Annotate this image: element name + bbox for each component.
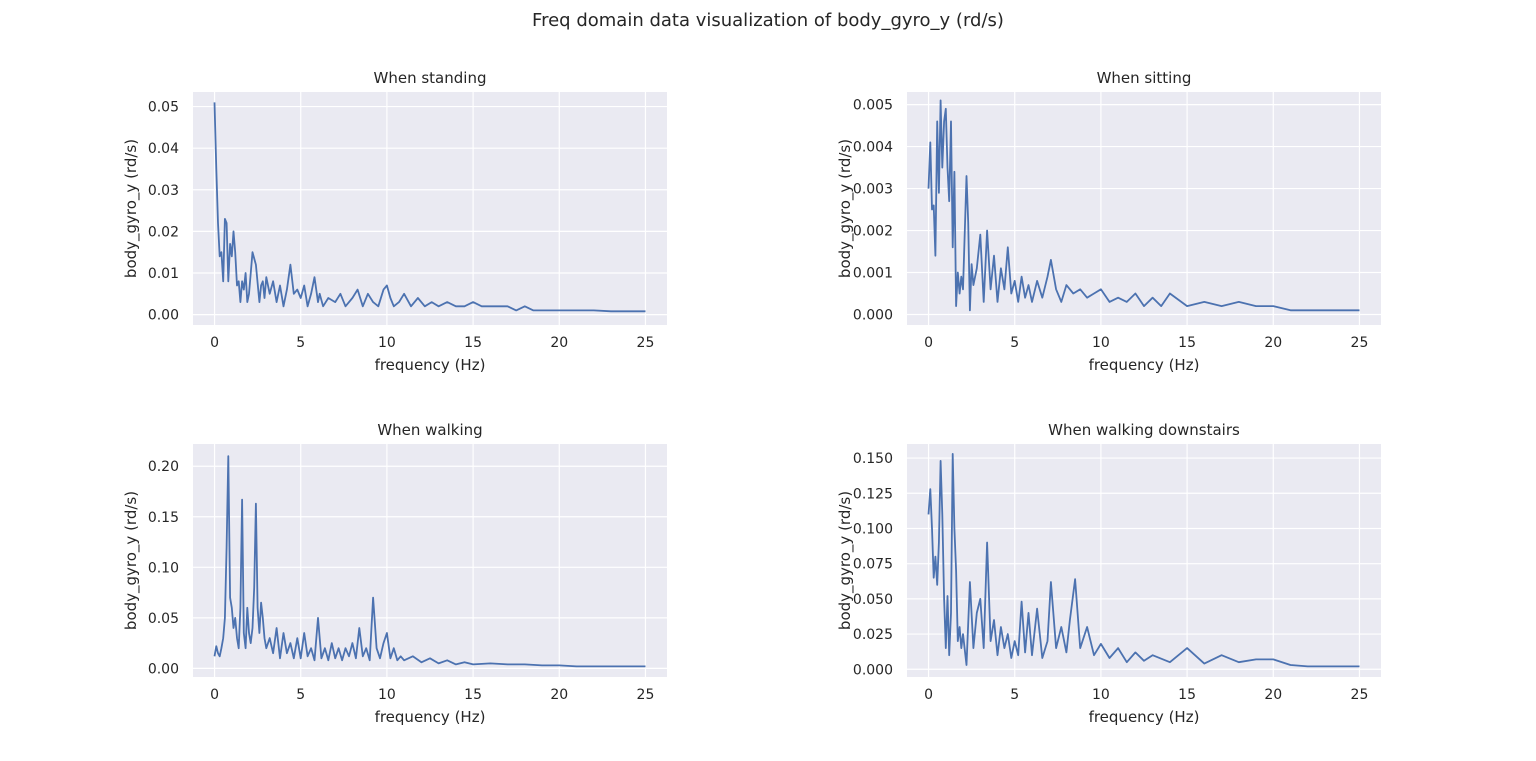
y-tick-label: 0.20 bbox=[148, 459, 179, 475]
x-axis-label: frequency (Hz) bbox=[1089, 356, 1200, 374]
x-tick-label: 5 bbox=[1010, 687, 1019, 703]
y-axis-label: body_gyro_y (rd/s) bbox=[122, 139, 141, 278]
plot-area bbox=[907, 444, 1381, 677]
y-axis-label: body_gyro_y (rd/s) bbox=[122, 491, 141, 630]
x-axis-label: frequency (Hz) bbox=[375, 708, 486, 726]
y-tick-label: 0.002 bbox=[853, 224, 893, 240]
plot-area bbox=[907, 92, 1381, 325]
x-tick-label: 0 bbox=[210, 687, 219, 703]
x-tick-label: 25 bbox=[637, 335, 655, 351]
y-axis-label: body_gyro_y (rd/s) bbox=[836, 491, 855, 630]
figure-suptitle: Freq domain data visualization of body_g… bbox=[532, 10, 1004, 31]
y-tick-label: 0.00 bbox=[148, 308, 179, 324]
y-tick-label: 0.125 bbox=[853, 486, 893, 502]
x-tick-label: 0 bbox=[924, 335, 933, 351]
subplot-when-walking: 0 5 10 15 20 25 0.00 0.05 0.10 0.15 0.20 When walki… bbox=[122, 421, 667, 726]
y-tick-label: 0.005 bbox=[853, 98, 893, 114]
subplot-when-standing: 0 5 10 15 20 25 0.00 0.01 0.02 0.03 0.04 0.05 When s… bbox=[122, 69, 667, 374]
x-axis-label: frequency (Hz) bbox=[1089, 708, 1200, 726]
x-tick-label: 5 bbox=[296, 687, 305, 703]
x-tick-label: 25 bbox=[637, 687, 655, 703]
y-tick-label: 0.100 bbox=[853, 521, 893, 537]
y-tick-label: 0.003 bbox=[853, 182, 893, 198]
y-tick-label: 0.05 bbox=[148, 611, 179, 627]
subplot-title: When walking downstairs bbox=[1048, 421, 1240, 439]
y-axis-label: body_gyro_y (rd/s) bbox=[836, 139, 855, 278]
series-line bbox=[927, 452, 1360, 668]
x-tick-label: 15 bbox=[1178, 335, 1196, 351]
x-tick-label: 5 bbox=[1010, 335, 1019, 351]
y-tick-label: 0.05 bbox=[148, 100, 179, 116]
x-tick-label: 25 bbox=[1351, 687, 1369, 703]
y-tick-label: 0.04 bbox=[148, 141, 179, 157]
y-tick-label: 0.000 bbox=[853, 662, 893, 678]
x-tick-label: 10 bbox=[378, 687, 396, 703]
series-line bbox=[213, 455, 646, 668]
y-tick-label: 0.150 bbox=[853, 451, 893, 467]
subplot-when-sitting: 0 5 10 15 20 25 0.000 0.001 0.002 0.003 0.004 0.005… bbox=[836, 69, 1381, 374]
series-line bbox=[213, 102, 646, 313]
x-tick-label: 15 bbox=[464, 687, 482, 703]
series-line bbox=[927, 99, 1360, 312]
x-tick-label: 20 bbox=[1264, 335, 1282, 351]
x-tick-label: 10 bbox=[378, 335, 396, 351]
subplot-title: When sitting bbox=[1097, 69, 1192, 87]
x-tick-label: 20 bbox=[1264, 687, 1282, 703]
x-tick-label: 15 bbox=[1178, 687, 1196, 703]
x-tick-label: 10 bbox=[1092, 335, 1110, 351]
x-tick-label: 0 bbox=[210, 335, 219, 351]
subplot-title: When standing bbox=[374, 69, 487, 87]
x-tick-label: 10 bbox=[1092, 687, 1110, 703]
y-tick-label: 0.025 bbox=[853, 627, 893, 643]
subplot-when-walking-downstairs: 0 5 10 15 20 25 0.000 0.025 0.050 0.075 0.100 0.125… bbox=[836, 421, 1381, 726]
subplot-title: When walking bbox=[377, 421, 482, 439]
x-tick-label: 15 bbox=[464, 335, 482, 351]
x-tick-label: 0 bbox=[924, 687, 933, 703]
x-axis-label: frequency (Hz) bbox=[375, 356, 486, 374]
x-tick-label: 20 bbox=[550, 687, 568, 703]
y-tick-label: 0.02 bbox=[148, 224, 179, 240]
y-tick-label: 0.15 bbox=[148, 510, 179, 526]
y-tick-label: 0.01 bbox=[148, 266, 179, 282]
plot-area bbox=[193, 444, 667, 677]
x-tick-label: 25 bbox=[1351, 335, 1369, 351]
y-tick-label: 0.004 bbox=[853, 140, 893, 156]
y-tick-label: 0.001 bbox=[853, 266, 893, 282]
x-tick-label: 5 bbox=[296, 335, 305, 351]
y-tick-label: 0.10 bbox=[148, 560, 179, 576]
y-tick-label: 0.000 bbox=[853, 308, 893, 324]
y-tick-label: 0.00 bbox=[148, 661, 179, 677]
y-tick-label: 0.075 bbox=[853, 557, 893, 573]
y-tick-label: 0.050 bbox=[853, 592, 893, 608]
x-tick-label: 20 bbox=[550, 335, 568, 351]
y-tick-label: 0.03 bbox=[148, 183, 179, 199]
